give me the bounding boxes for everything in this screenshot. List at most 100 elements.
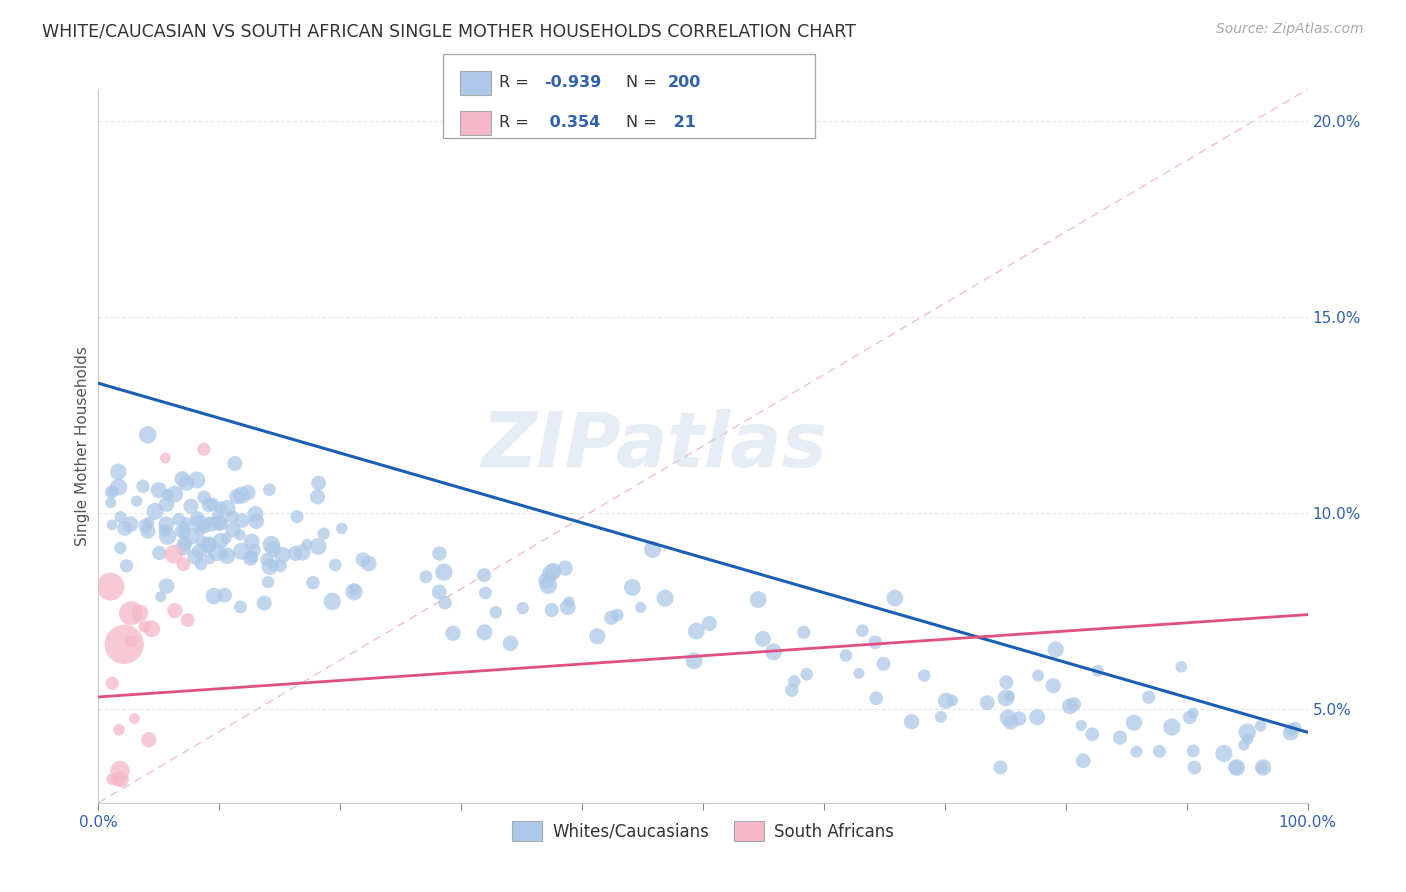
- Point: [259, 559, 281, 574]
- Point: [995, 690, 1018, 705]
- Point: [138, 516, 160, 530]
- Point: [136, 428, 159, 442]
- Point: [141, 622, 163, 636]
- Point: [1182, 706, 1205, 721]
- Point: [149, 590, 172, 604]
- Point: [1178, 710, 1201, 724]
- Point: [100, 485, 122, 500]
- Point: [883, 591, 905, 605]
- Point: [941, 693, 963, 707]
- Point: [153, 524, 176, 538]
- Point: [222, 523, 245, 537]
- Point: [699, 616, 721, 631]
- Point: [1026, 668, 1049, 682]
- Point: [558, 595, 581, 609]
- Point: [540, 603, 562, 617]
- Point: [173, 526, 195, 541]
- Point: [543, 564, 565, 578]
- Point: [1250, 760, 1272, 774]
- Point: [330, 521, 353, 535]
- Point: [169, 524, 191, 539]
- Point: [155, 517, 177, 532]
- Point: [198, 552, 221, 566]
- Point: [284, 546, 307, 560]
- Point: [135, 518, 157, 533]
- Point: [209, 533, 232, 548]
- Point: [231, 488, 253, 502]
- Point: [499, 636, 522, 650]
- Point: [257, 575, 280, 590]
- Point: [1000, 715, 1022, 730]
- Point: [245, 514, 267, 528]
- Point: [1182, 744, 1205, 758]
- Point: [441, 626, 464, 640]
- Point: [929, 710, 952, 724]
- Point: [998, 689, 1021, 703]
- Point: [1071, 754, 1094, 768]
- Point: [256, 553, 278, 567]
- Point: [101, 772, 124, 787]
- Point: [180, 500, 202, 514]
- Point: [512, 601, 534, 615]
- Point: [143, 504, 166, 518]
- Point: [285, 509, 308, 524]
- Point: [217, 501, 239, 516]
- Point: [240, 549, 263, 564]
- Point: [205, 545, 228, 559]
- Point: [112, 637, 135, 651]
- Point: [848, 666, 870, 681]
- Point: [762, 645, 785, 659]
- Point: [120, 517, 142, 532]
- Text: 200: 200: [668, 75, 702, 90]
- Point: [148, 546, 170, 560]
- Point: [600, 610, 623, 624]
- Point: [156, 529, 179, 543]
- Point: [110, 510, 132, 524]
- Point: [110, 772, 132, 787]
- Point: [1182, 760, 1205, 774]
- Point: [863, 635, 886, 649]
- Point: [124, 712, 146, 726]
- Point: [236, 485, 259, 500]
- Point: [271, 548, 294, 562]
- Point: [1226, 760, 1249, 774]
- Point: [176, 476, 198, 491]
- Point: [357, 557, 380, 571]
- Point: [654, 591, 676, 606]
- Point: [108, 723, 131, 737]
- Point: [229, 528, 252, 542]
- Point: [1081, 727, 1104, 741]
- Text: R =: R =: [499, 114, 534, 129]
- Point: [312, 526, 335, 541]
- Point: [163, 603, 186, 617]
- Point: [557, 600, 579, 615]
- Point: [172, 541, 194, 555]
- Legend: Whites/Caucasians, South Africans: Whites/Caucasians, South Africans: [505, 814, 901, 848]
- Point: [997, 711, 1019, 725]
- Point: [202, 589, 225, 603]
- Point: [1250, 719, 1272, 733]
- Point: [270, 558, 292, 573]
- Point: [1236, 725, 1258, 739]
- Point: [295, 537, 318, 551]
- Point: [173, 537, 195, 551]
- Point: [100, 496, 122, 510]
- Point: [1149, 744, 1171, 758]
- Point: [215, 532, 238, 546]
- Point: [427, 585, 450, 599]
- Point: [434, 596, 457, 610]
- Point: [167, 512, 190, 526]
- Point: [1109, 731, 1132, 745]
- Point: [606, 608, 628, 623]
- Point: [208, 516, 231, 530]
- Point: [935, 694, 957, 708]
- Point: [630, 600, 652, 615]
- Point: [976, 696, 998, 710]
- Point: [1026, 710, 1049, 724]
- Point: [990, 760, 1012, 774]
- Point: [536, 574, 558, 588]
- Point: [474, 586, 496, 600]
- Point: [302, 575, 325, 590]
- Point: [107, 465, 129, 479]
- Point: [1170, 660, 1192, 674]
